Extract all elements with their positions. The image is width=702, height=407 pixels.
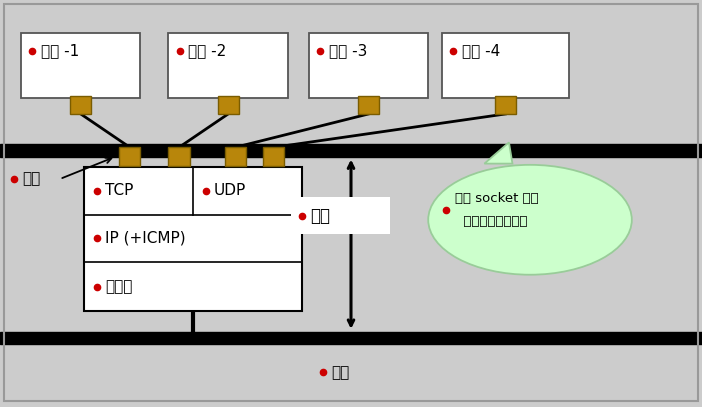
Bar xyxy=(84,167,302,311)
FancyBboxPatch shape xyxy=(218,96,239,114)
FancyBboxPatch shape xyxy=(168,33,288,98)
FancyBboxPatch shape xyxy=(70,96,91,114)
Text: 网线: 网线 xyxy=(331,365,350,380)
FancyBboxPatch shape xyxy=(119,147,140,166)
Text: 进程 -4: 进程 -4 xyxy=(462,43,500,58)
FancyBboxPatch shape xyxy=(442,33,569,98)
Text: 进程 -3: 进程 -3 xyxy=(329,43,367,58)
Ellipse shape xyxy=(428,165,632,275)
Text: IP (+ICMP): IP (+ICMP) xyxy=(105,231,186,246)
Text: 进程 -1: 进程 -1 xyxy=(41,43,79,58)
FancyBboxPatch shape xyxy=(263,147,284,166)
Text: TCP: TCP xyxy=(105,183,133,198)
Text: 端口: 端口 xyxy=(22,172,41,186)
Text: UDP: UDP xyxy=(214,183,246,198)
Bar xyxy=(0,144,702,157)
Text: 网络层: 网络层 xyxy=(105,279,133,294)
Text: 内核: 内核 xyxy=(310,207,330,225)
FancyBboxPatch shape xyxy=(168,147,190,166)
FancyBboxPatch shape xyxy=(358,96,379,114)
Bar xyxy=(0,332,702,344)
FancyBboxPatch shape xyxy=(309,33,428,98)
FancyBboxPatch shape xyxy=(225,147,246,166)
FancyBboxPatch shape xyxy=(495,96,516,114)
Text: 每个 socket 都和
  端口、协议相联系: 每个 socket 都和 端口、协议相联系 xyxy=(455,192,538,228)
FancyBboxPatch shape xyxy=(291,197,390,234)
Text: 进程 -2: 进程 -2 xyxy=(188,43,226,58)
FancyBboxPatch shape xyxy=(21,33,140,98)
Polygon shape xyxy=(484,142,512,164)
